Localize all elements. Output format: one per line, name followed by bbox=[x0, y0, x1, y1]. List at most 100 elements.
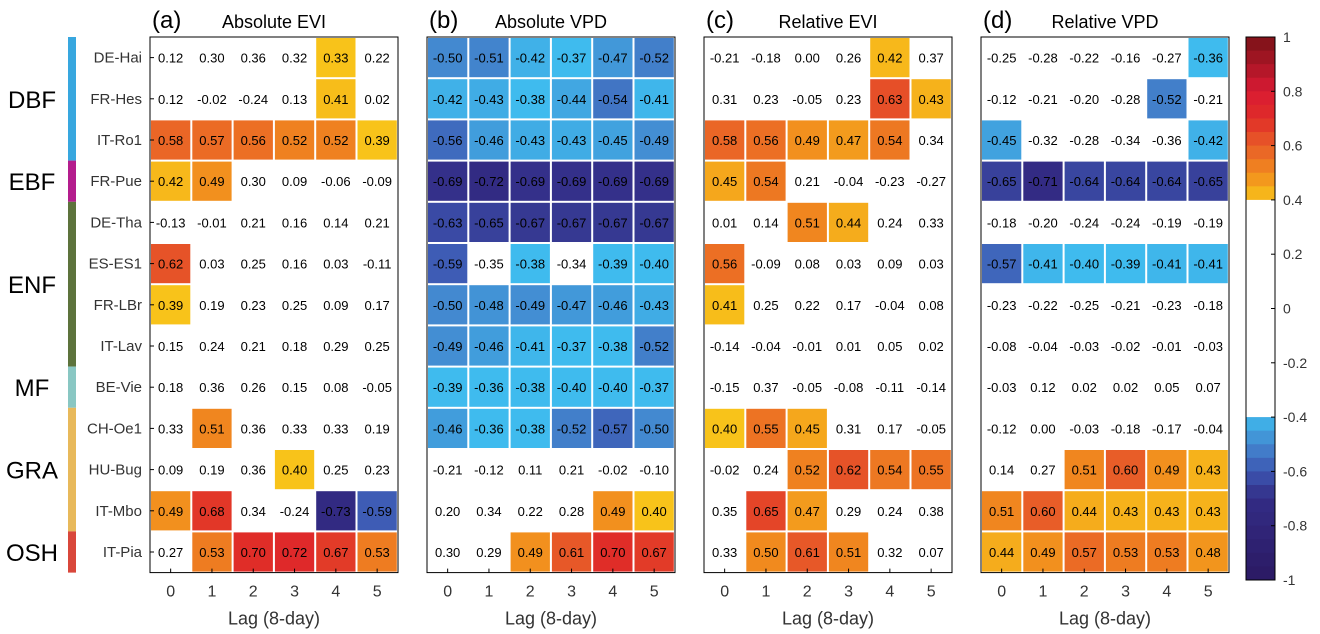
cell-value: 0.12 bbox=[1030, 380, 1055, 395]
colorbar-segment bbox=[1246, 512, 1275, 527]
heatmap-cell bbox=[551, 161, 592, 201]
cell-value: -0.02 bbox=[710, 463, 740, 478]
cell-value: -0.46 bbox=[598, 298, 628, 313]
heatmap-cell bbox=[634, 79, 674, 119]
cell-value: 0.22 bbox=[518, 504, 543, 519]
cell-value: 0.34 bbox=[241, 504, 266, 519]
cell-value: 0.34 bbox=[918, 133, 943, 148]
cell-value: 0.05 bbox=[1154, 380, 1179, 395]
heatmap-cell bbox=[428, 120, 468, 160]
heatmap-cell bbox=[1105, 244, 1146, 284]
cell-value: 0.20 bbox=[435, 504, 460, 519]
cell-value: -0.16 bbox=[1111, 51, 1141, 66]
heatmap-cell bbox=[1105, 161, 1146, 201]
cell-value: -0.43 bbox=[639, 298, 669, 313]
heatmap-cell bbox=[469, 285, 509, 325]
cell-value: -0.21 bbox=[433, 463, 463, 478]
cell-value: -0.38 bbox=[598, 339, 628, 354]
colorbar-segment bbox=[1246, 186, 1275, 201]
group-label-gra: GRA bbox=[6, 458, 58, 485]
cell-value: -0.05 bbox=[362, 380, 392, 395]
cell-value: -0.38 bbox=[515, 257, 545, 272]
cell-value: -0.40 bbox=[598, 380, 628, 395]
heatmap-cell bbox=[510, 408, 550, 448]
cell-value: 0.63 bbox=[877, 92, 902, 107]
cell-value: -0.02 bbox=[1111, 339, 1141, 354]
site-group-sidebar: DBF EBF ENF MF GRA OSH bbox=[6, 37, 76, 573]
cell-value: -0.03 bbox=[987, 380, 1017, 395]
cell-value: -0.64 bbox=[1111, 174, 1141, 189]
cell-value: -0.52 bbox=[557, 421, 587, 436]
x-tick-label: 4 bbox=[1162, 584, 1171, 601]
cell-value: 0.36 bbox=[199, 380, 224, 395]
cell-value: 0.14 bbox=[753, 215, 778, 230]
cell-value: 0.31 bbox=[712, 92, 737, 107]
cell-value: -0.24 bbox=[1111, 215, 1141, 230]
cell-value: 0.17 bbox=[836, 298, 861, 313]
cell-value: 0.21 bbox=[795, 174, 820, 189]
heatmap-cell bbox=[469, 202, 509, 242]
cell-value: -0.05 bbox=[792, 380, 822, 395]
heatmap-cell bbox=[593, 408, 633, 448]
cell-value: -0.12 bbox=[987, 92, 1017, 107]
cell-value: -0.18 bbox=[751, 51, 781, 66]
cell-value: -0.39 bbox=[433, 380, 463, 395]
cell-value: -0.02 bbox=[197, 92, 227, 107]
colorbar-segment bbox=[1246, 322, 1275, 337]
heatmap-cell bbox=[911, 450, 951, 490]
heatmap-cell bbox=[233, 120, 273, 160]
heatmap-cell bbox=[746, 120, 786, 160]
cell-value: -0.35 bbox=[474, 257, 504, 272]
heatmap-cell bbox=[705, 408, 745, 448]
x-tick-label: 4 bbox=[608, 584, 617, 601]
heatmap-cell bbox=[634, 367, 674, 407]
heatmap-cell bbox=[192, 120, 232, 160]
cell-value: -0.69 bbox=[515, 174, 545, 189]
cell-value: 0.33 bbox=[158, 421, 183, 436]
cell-value: 0.32 bbox=[282, 51, 307, 66]
cell-value: -0.64 bbox=[1152, 174, 1182, 189]
heatmap-cell bbox=[428, 79, 468, 119]
cell-value: 0.29 bbox=[323, 339, 348, 354]
x-tick-label: 5 bbox=[373, 584, 382, 601]
cell-value: -0.21 bbox=[1028, 92, 1058, 107]
cell-value: -0.18 bbox=[1111, 421, 1141, 436]
colorbar-segment bbox=[1246, 525, 1275, 540]
cell-value: 0.30 bbox=[199, 51, 224, 66]
cell-value: 0.37 bbox=[918, 51, 943, 66]
cell-value: -0.46 bbox=[474, 339, 504, 354]
heatmap-cell bbox=[593, 79, 633, 119]
cell-value: 0.41 bbox=[712, 298, 737, 313]
heatmap-panels: (a) Absolute EVI 0.12 0.30 0.36 0.32 0.33 0.22 0… bbox=[87, 7, 1230, 629]
y-tick-label: DE-Tha bbox=[90, 214, 142, 231]
cell-value: 0.29 bbox=[836, 504, 861, 519]
heatmap-cell bbox=[1105, 491, 1146, 531]
cell-value: -0.37 bbox=[557, 51, 587, 66]
group-label-dbf: DBF bbox=[8, 87, 56, 114]
heatmap-cell bbox=[911, 79, 951, 119]
cell-value: 0.49 bbox=[1154, 463, 1179, 478]
cell-value: 0.49 bbox=[1030, 545, 1055, 560]
colorbar-segment bbox=[1246, 240, 1275, 255]
cell-value: -0.09 bbox=[751, 257, 781, 272]
colorbar-segment bbox=[1246, 213, 1275, 228]
cell-value: 0.51 bbox=[1072, 463, 1097, 478]
cell-value: 0.16 bbox=[282, 257, 307, 272]
cell-value: 0.54 bbox=[753, 174, 778, 189]
cell-value: -0.49 bbox=[515, 298, 545, 313]
heatmap-cell bbox=[593, 161, 633, 201]
colorbar-segment bbox=[1246, 349, 1275, 364]
heatmap-cell bbox=[551, 38, 592, 78]
cell-value: -0.65 bbox=[987, 174, 1017, 189]
cell-value: -0.38 bbox=[515, 421, 545, 436]
cell-value: 0.58 bbox=[158, 133, 183, 148]
heatmap-cell bbox=[746, 532, 786, 572]
panel-letter: (c) bbox=[706, 7, 734, 34]
cell-value: 0.42 bbox=[158, 174, 183, 189]
cell-value: 0.22 bbox=[364, 51, 389, 66]
heatmap-cell bbox=[428, 285, 468, 325]
cell-value: -0.36 bbox=[474, 421, 504, 436]
cell-value: 0.52 bbox=[323, 133, 348, 148]
cell-value: 0.14 bbox=[989, 463, 1014, 478]
heatmap-cell bbox=[982, 491, 1022, 531]
